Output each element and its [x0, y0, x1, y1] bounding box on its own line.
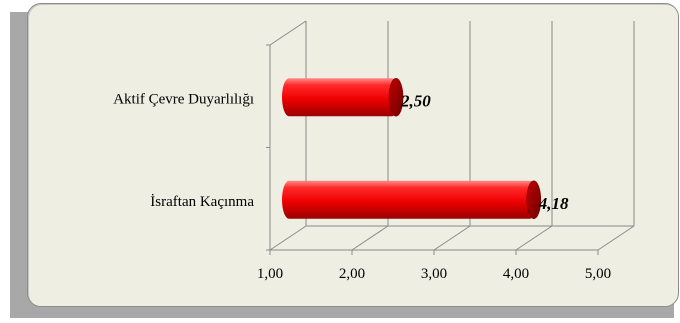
data-label: 4,18 — [538, 194, 569, 213]
x-tick-label: 3,00 — [421, 266, 447, 282]
x-tick-labels: 1,00 2,00 3,00 4,00 5,00 — [257, 266, 611, 282]
bar: 2,50 — [282, 77, 431, 117]
x-tick-label: 4,00 — [503, 266, 529, 282]
chart-panel — [27, 3, 679, 307]
floor-gridline — [515, 225, 553, 251]
bar: 4,18 — [282, 180, 569, 220]
floor-gridline — [433, 225, 471, 251]
x-tick-label: 2,00 — [339, 266, 365, 282]
category-label: Aktif Çevre Duyarlılığı — [113, 91, 254, 107]
floor-gridline — [269, 225, 307, 251]
floor-gridline — [351, 225, 389, 251]
x-tick-label: 1,00 — [257, 266, 283, 282]
bar-cap — [526, 180, 542, 220]
bars: 2,50 4,18 — [282, 77, 569, 220]
x-tick-label: 5,00 — [585, 266, 611, 282]
left-wall-top-edge — [269, 20, 307, 46]
gridlines — [269, 21, 635, 255]
bar-cap — [388, 77, 404, 117]
category-label: İsraftan Kaçınma — [150, 194, 254, 210]
bar-body — [282, 180, 537, 219]
data-label: 2,50 — [400, 91, 431, 110]
category-labels: Aktif Çevre Duyarlılığı İsraftan Kaçınma — [113, 91, 254, 210]
bar-body — [282, 78, 399, 117]
floor-gridline — [597, 225, 635, 251]
